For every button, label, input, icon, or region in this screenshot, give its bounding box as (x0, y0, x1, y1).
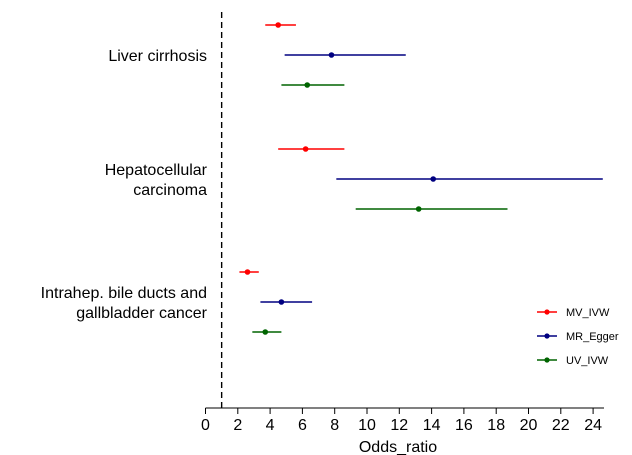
group-label: Intrahep. bile ducts and (41, 285, 207, 302)
x-tick-label: 20 (520, 417, 538, 434)
point-estimate (262, 329, 269, 335)
x-tick-label: 4 (266, 417, 275, 434)
legend-marker (544, 357, 550, 363)
legend: MV_IVW MR_Egger UV_IVW (537, 307, 619, 367)
x-tick-label: 18 (487, 417, 505, 434)
x-tick-label: 14 (423, 417, 441, 434)
group-label: carcinoma (133, 182, 207, 199)
group-labels: Liver cirrhosis Hepatocellular carcinoma In… (41, 48, 208, 322)
point-estimate (302, 146, 309, 152)
point-estimate (430, 176, 437, 182)
x-tick-label: 0 (201, 417, 210, 434)
point-estimate (278, 299, 285, 305)
estimates-group (239, 22, 603, 335)
x-tick-label: 8 (330, 417, 339, 434)
point-estimate (275, 22, 281, 28)
legend-label: UV_IVW (566, 355, 609, 367)
legend-label: MV_IVW (566, 307, 610, 319)
point-estimate (415, 206, 422, 212)
point-estimate (304, 82, 311, 88)
x-tick-label: 2 (233, 417, 242, 434)
legend-marker (544, 333, 550, 339)
group-label: Hepatocellular (105, 162, 208, 179)
x-tick-label: 22 (552, 417, 570, 434)
x-tick-label: 12 (390, 417, 408, 434)
x-tick-label: 16 (455, 417, 473, 434)
x-tick-label: 6 (298, 417, 307, 434)
x-axis: 0 2 4 6 8 10 12 14 16 18 20 22 24 (201, 407, 604, 434)
legend-marker (544, 309, 550, 315)
group-label: Liver cirrhosis (108, 48, 207, 65)
x-tick-label: 10 (358, 417, 376, 434)
x-axis-title: Odds_ratio (359, 439, 437, 455)
legend-label: MR_Egger (566, 331, 619, 343)
x-tick-label: 24 (584, 417, 602, 434)
group-label: gallbladder cancer (76, 305, 207, 322)
point-estimate (244, 269, 251, 275)
point-estimate (328, 52, 335, 58)
